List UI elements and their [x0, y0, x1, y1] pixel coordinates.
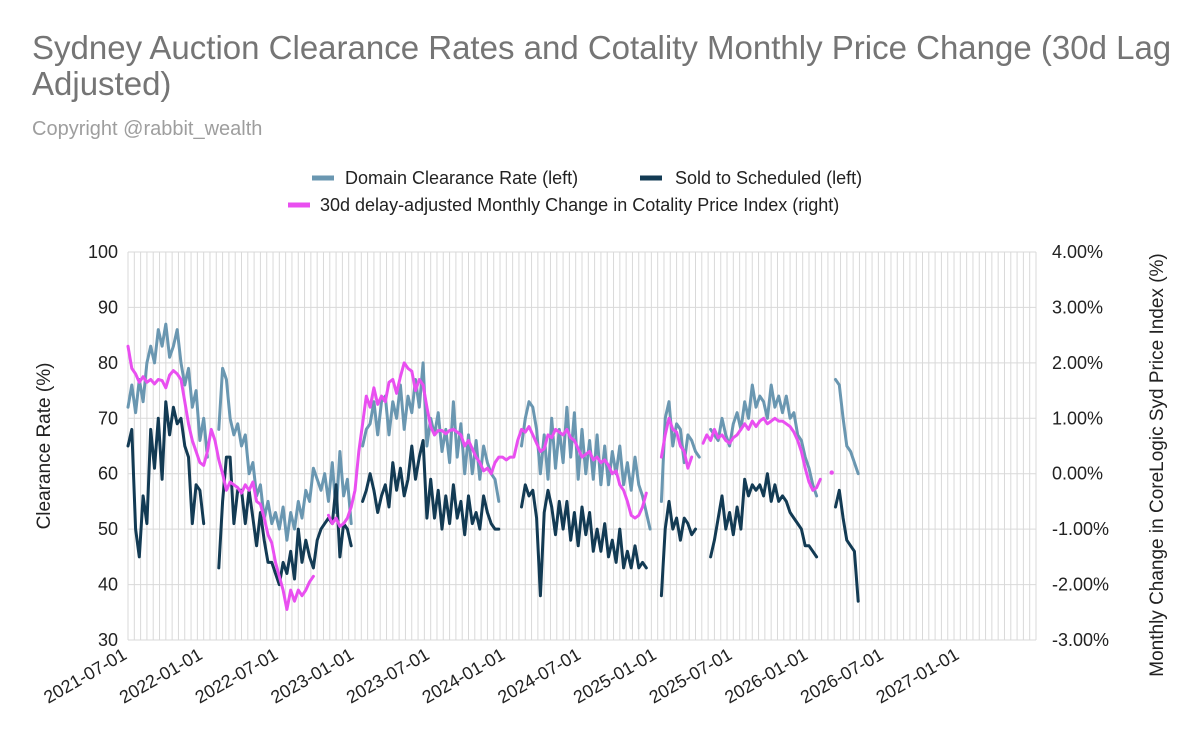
x-tick-label: 2022-07-01 [192, 644, 282, 707]
y-left-tick-label: 50 [98, 519, 118, 539]
y-left-tick-label: 30 [98, 630, 118, 650]
legend: Domain Clearance Rate (left) Sold to Sch… [288, 168, 862, 215]
series-line-0 [834, 378, 860, 476]
y-left-tick-label: 60 [98, 464, 118, 484]
series-line-2 [659, 416, 694, 470]
series-line-1 [834, 488, 860, 603]
chart-title: Sydney Auction Clearance Rates and Cotal… [32, 29, 1172, 102]
y-right-tick-label: -1.00% [1052, 519, 1109, 539]
series-line-2 [126, 344, 315, 611]
x-tick-label: 2025-07-01 [646, 644, 736, 707]
series-line-1 [709, 472, 819, 559]
y-left-tick-label: 90 [98, 297, 118, 317]
grid [127, 251, 1037, 641]
series-line-1 [520, 483, 648, 598]
y-right-tick-label: 3.00% [1052, 297, 1103, 317]
series-point [829, 470, 834, 475]
series-line-2 [701, 416, 822, 492]
y-right-tick-label: -3.00% [1052, 630, 1109, 650]
y-right-tick-label: 0.00% [1052, 464, 1103, 484]
y-right-tick-label: 2.00% [1052, 353, 1103, 373]
series-layer [126, 322, 860, 611]
x-tick-label: 2021-07-01 [40, 644, 130, 707]
x-tick-label: 2024-01-01 [419, 644, 509, 707]
y-axis-left-label: Clearance Rate (%) [34, 363, 55, 530]
series-line-0 [217, 366, 353, 542]
series-line-1 [659, 499, 697, 598]
y-right-tick-label: 1.00% [1052, 408, 1103, 428]
legend-label-cotality: 30d delay-adjusted Monthly Change in Cot… [320, 195, 839, 215]
y-right-tick-label: -2.00% [1052, 575, 1109, 595]
series-line-0 [659, 400, 701, 503]
x-tick-label: 2023-07-01 [343, 644, 433, 707]
x-tick-label: 2026-01-01 [721, 644, 811, 707]
y-left-tick-label: 40 [98, 575, 118, 595]
y-left-tick-label: 100 [88, 242, 118, 262]
y-left-tick-label: 80 [98, 353, 118, 373]
chart-subtitle: Copyright @rabbit_wealth [32, 118, 263, 140]
x-tick-label: 2022-01-01 [116, 644, 206, 707]
x-tick-label: 2026-07-01 [797, 644, 887, 707]
x-tick-label: 2025-01-01 [570, 644, 660, 707]
x-tick-label: 2027-01-01 [873, 644, 963, 707]
legend-label-domain: Domain Clearance Rate (left) [345, 168, 578, 188]
series-line-0 [126, 322, 209, 459]
legend-label-sold: Sold to Scheduled (left) [675, 168, 862, 188]
series-line-1 [126, 400, 206, 559]
x-tick-label: 2023-01-01 [267, 644, 357, 707]
series-line-2 [327, 361, 648, 528]
axes: 30 40 50 60 70 80 90 100 -3.00% -2.00% -1.00% 0.00%… [40, 242, 1109, 708]
series-line-1 [361, 439, 501, 537]
x-tick-label: 2024-07-01 [494, 644, 584, 707]
y-axis-right-label: Monthly Change in CoreLogic Syd Price In… [1147, 253, 1168, 676]
y-right-tick-label: 4.00% [1052, 242, 1103, 262]
y-left-tick-label: 70 [98, 408, 118, 428]
